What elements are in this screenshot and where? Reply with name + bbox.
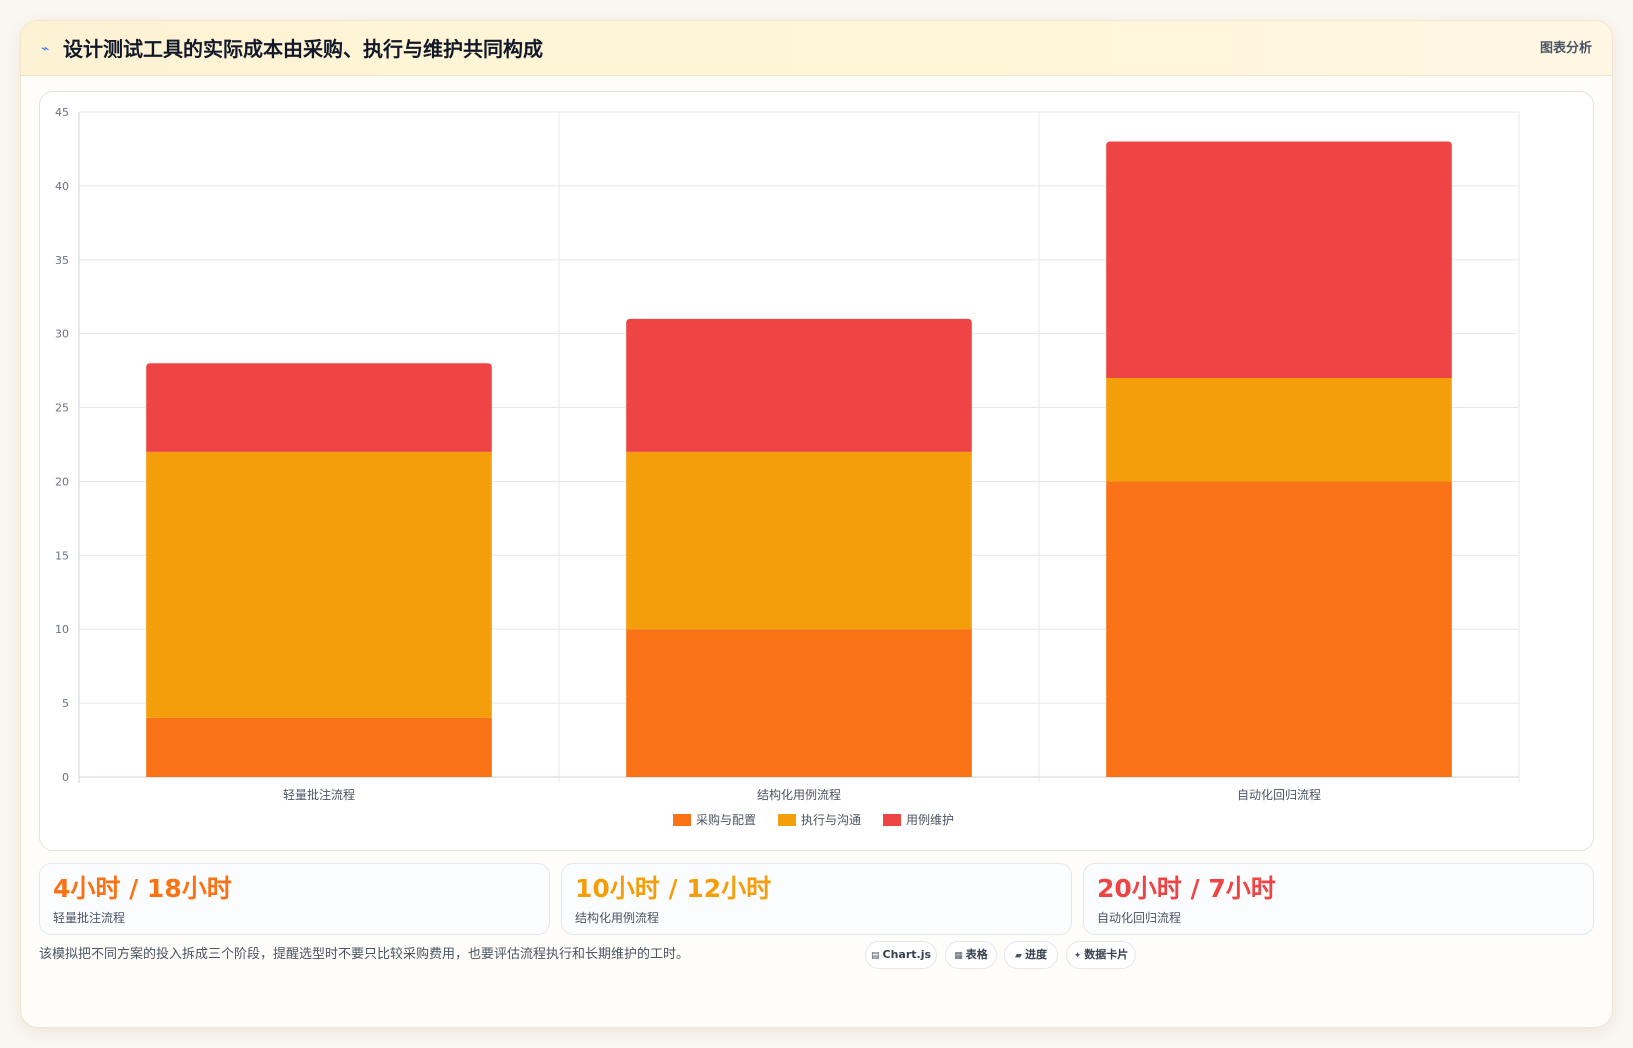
stat-value: 20小时 / 7小时 — [1097, 874, 1276, 903]
chip-label: 表格 — [965, 948, 988, 961]
bar-segment — [146, 363, 492, 452]
chip-label: 进度 — [1024, 948, 1047, 961]
bar-segment — [1106, 141, 1452, 378]
chip-progress[interactable]: ▰ 进度 — [1004, 941, 1058, 969]
bar-segment — [626, 629, 972, 777]
stat-value: 4小时 / 18小时 — [53, 874, 232, 903]
stat-card-automated: 20小时 / 7小时 自动化回归流程 — [1083, 863, 1594, 935]
chart-panel: 0 5 10 15 20 25 30 35 40 45 轻量批注流程 结构化用例流程 自动化回归流程采购… — [39, 91, 1594, 851]
x-tick-label: 自动化回归流程 — [1237, 787, 1321, 802]
trend-icon: ⌁ — [41, 41, 50, 57]
card-tag: 图表分析 — [1539, 41, 1592, 56]
stat-value: 10小时 / 12小时 — [575, 874, 772, 903]
y-tick-label: 20 — [55, 475, 69, 488]
legend-label: 用例维护 — [906, 813, 954, 827]
bar-segment — [1106, 481, 1452, 777]
bar-segment — [626, 318, 972, 452]
progress-icon: ▰ — [1015, 951, 1022, 961]
y-tick-label: 10 — [55, 623, 69, 636]
legend-swatch — [778, 814, 796, 826]
footer-note: 该模拟把不同方案的投入拆成三个阶段，提醒选型时不要只比较采购费用，也要评估流程执… — [39, 947, 690, 962]
bar-segment — [146, 717, 492, 777]
stat-label: 自动化回归流程 — [1097, 911, 1182, 925]
y-tick-label: 35 — [55, 254, 69, 267]
card-header: ⌁ 设计测试工具的实际成本由采购、执行与维护共同构成 图表分析 — [21, 21, 1612, 76]
chip-data-cards[interactable]: ✦ 数据卡片 — [1066, 941, 1136, 969]
bar-segment — [626, 451, 972, 630]
stat-label: 结构化用例流程 — [575, 911, 660, 925]
legend-label: 执行与沟通 — [801, 813, 861, 827]
legend-label: 采购与配置 — [696, 812, 756, 827]
stat-card-light: 4小时 / 18小时 轻量批注流程 — [39, 863, 550, 935]
table-icon: ▦ — [954, 951, 963, 961]
bar-segment — [1106, 378, 1452, 482]
y-tick-label: 15 — [55, 549, 69, 562]
legend-swatch — [673, 814, 691, 826]
x-tick-label: 轻量批注流程 — [283, 787, 355, 802]
stacked-bar-chart: 0 5 10 15 20 25 30 35 40 45 轻量批注流程 结构化用例流程 自动化回归流程采购… — [55, 106, 1520, 827]
y-tick-label: 0 — [62, 771, 69, 784]
y-tick-label: 25 — [55, 402, 69, 415]
y-tick-label: 30 — [55, 328, 69, 341]
y-tick-label: 5 — [62, 697, 69, 710]
x-tick-label: 结构化用例流程 — [757, 787, 841, 802]
legend-swatch — [883, 814, 901, 826]
y-tick-label: 45 — [55, 106, 69, 119]
sparkle-icon: ✦ — [1073, 951, 1082, 961]
bar-segment — [146, 451, 492, 718]
stat-card-structured: 10小时 / 12小时 结构化用例流程 — [561, 863, 1072, 935]
stat-cards: 4小时 / 18小时 轻量批注流程 10小时 / 12小时 结构化用例流程 20… — [39, 863, 1594, 935]
y-tick-label: 40 — [55, 180, 69, 193]
chart-icon: ▤ — [870, 951, 880, 961]
chip-chartjs[interactable]: ▤ Chart.js — [865, 941, 937, 969]
stat-label: 轻量批注流程 — [53, 911, 126, 925]
card-title: 设计测试工具的实际成本由采购、执行与维护共同构成 — [63, 37, 543, 61]
chip-label: Chart.js — [882, 948, 932, 961]
chart-card: ⌁ 设计测试工具的实际成本由采购、执行与维护共同构成 图表分析 0 5 10 15 20… — [20, 20, 1613, 1028]
chip-label: 数据卡片 — [1084, 948, 1129, 961]
chip-table[interactable]: ▦ 表格 — [945, 941, 997, 969]
